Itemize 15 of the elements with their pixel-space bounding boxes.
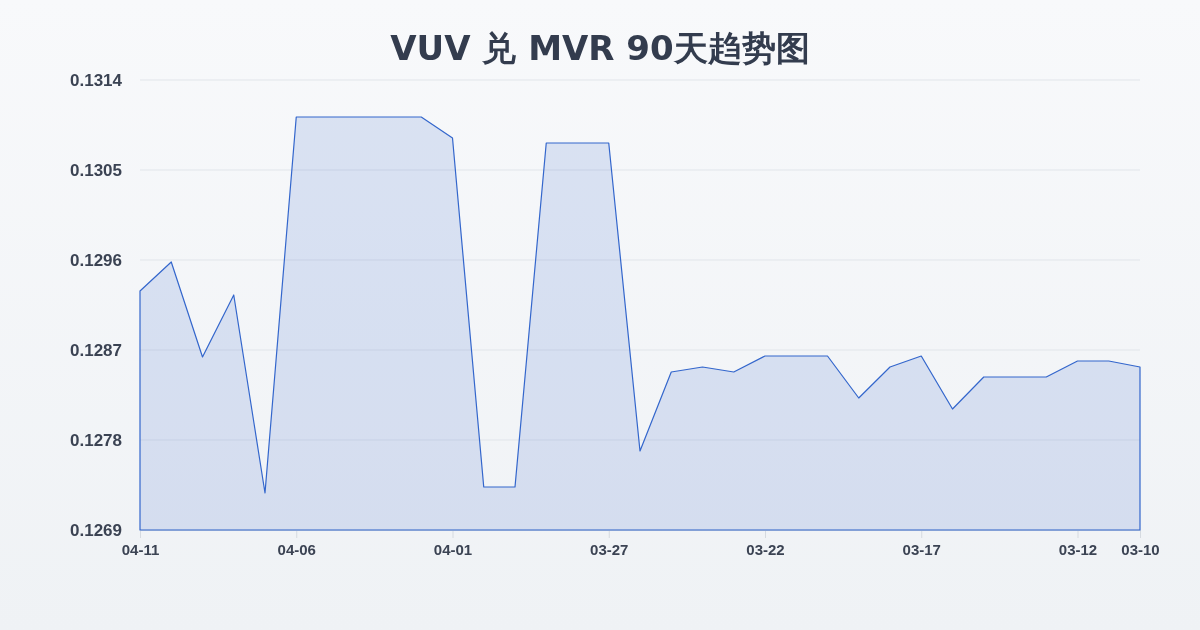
x-tick-label: 04-01 [433, 540, 473, 558]
x-tick-label: 03-27 [590, 540, 629, 558]
x-tick-label: 04-11 [121, 540, 160, 558]
y-tick-label: 0.1278 [70, 430, 122, 450]
y-tick-label: 0.1296 [70, 250, 122, 270]
x-tick-label: 04-06 [277, 540, 316, 558]
y-tick-label: 0.1314 [70, 70, 123, 90]
y-tick-label: 0.1269 [70, 520, 122, 540]
chart-title: VUV 兑 MVR 90天趋势图 [390, 28, 810, 68]
y-tick-label: 0.1305 [70, 160, 122, 180]
x-tick-label: 03-17 [902, 540, 941, 558]
x-tick-label: 03-22 [746, 540, 785, 558]
x-tick-label: 03-10 [1121, 540, 1160, 558]
x-tick-label: 03-12 [1058, 540, 1098, 558]
y-tick-label: 0.1287 [70, 340, 122, 360]
